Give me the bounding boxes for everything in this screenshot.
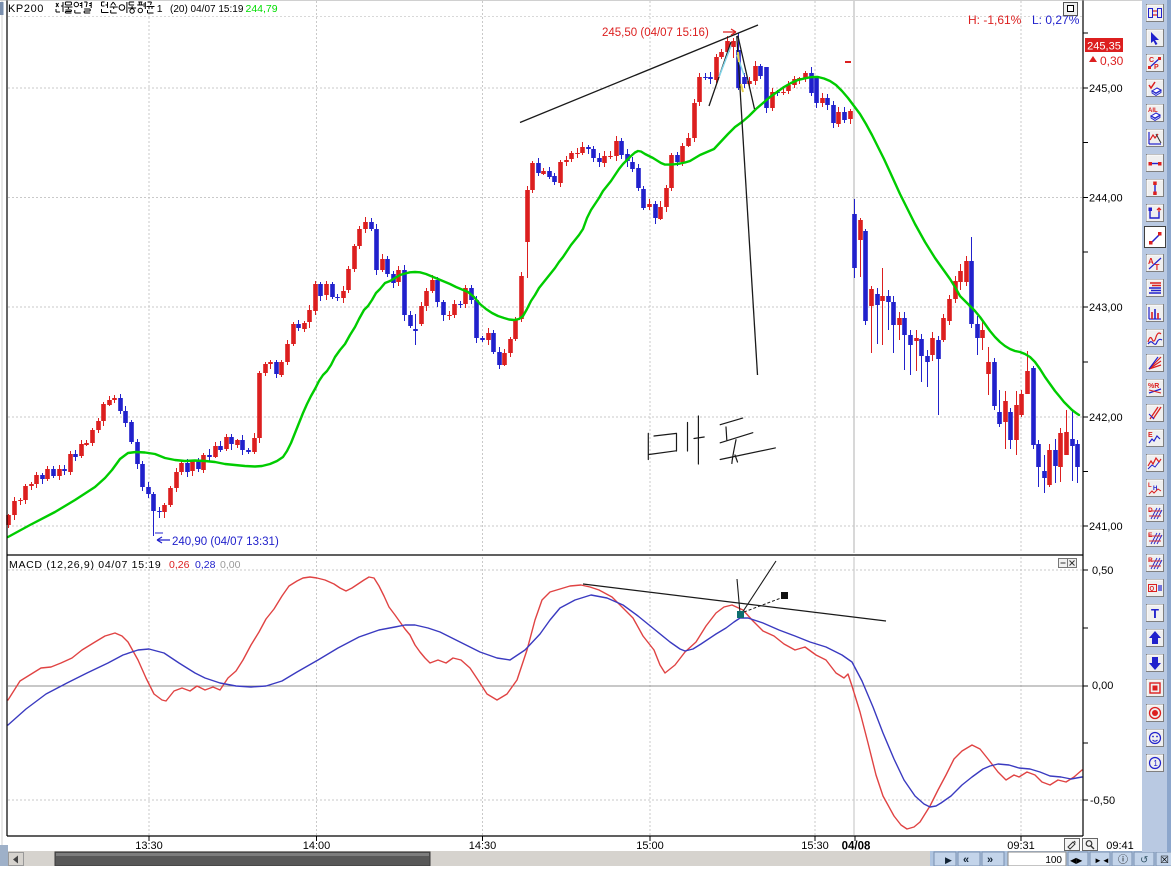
svg-text:L: 0,27%: L: 0,27% bbox=[1032, 13, 1080, 27]
svg-text:243,00: 243,00 bbox=[1089, 302, 1123, 314]
svg-text:MACD (12,26,9) 04/07 15:19: MACD (12,26,9) 04/07 15:19 bbox=[9, 559, 161, 571]
svg-text:T: T bbox=[1155, 263, 1160, 272]
svg-text:»: » bbox=[987, 854, 993, 866]
svg-text:-0,50: -0,50 bbox=[1090, 795, 1115, 807]
svg-text:240,90 (04/07 13:31): 240,90 (04/07 13:31) bbox=[172, 536, 279, 548]
svg-text:244,79: 244,79 bbox=[246, 3, 278, 15]
svg-text:245,00: 245,00 bbox=[1089, 83, 1123, 95]
svg-text:242,00: 242,00 bbox=[1089, 412, 1123, 424]
svg-text:Q: Q bbox=[1150, 587, 1155, 593]
svg-text:L: L bbox=[1148, 483, 1152, 489]
svg-text:A: A bbox=[1148, 257, 1154, 266]
svg-text:◀▶: ◀▶ bbox=[1070, 856, 1083, 865]
svg-text:AIL: AIL bbox=[1148, 108, 1158, 114]
svg-text:0,50: 0,50 bbox=[1092, 565, 1113, 577]
svg-text:T: T bbox=[1151, 606, 1159, 621]
svg-text:KP200: KP200 bbox=[8, 3, 44, 15]
svg-text:0,26: 0,26 bbox=[169, 559, 190, 571]
svg-text:P: P bbox=[1154, 64, 1159, 71]
svg-text:E: E bbox=[1148, 532, 1153, 539]
svg-text:0,30: 0,30 bbox=[1100, 54, 1124, 68]
svg-text:▶: ▶ bbox=[945, 855, 952, 865]
svg-text:(20) 04/07 15:19: (20) 04/07 15:19 bbox=[170, 4, 244, 15]
svg-text:04/08: 04/08 bbox=[842, 841, 871, 853]
svg-text:ⓘ: ⓘ bbox=[1118, 854, 1128, 866]
svg-text:100: 100 bbox=[1045, 855, 1062, 866]
svg-text:14:00: 14:00 bbox=[303, 840, 331, 852]
svg-text:1: 1 bbox=[157, 3, 163, 15]
svg-text:0,00: 0,00 bbox=[220, 559, 241, 571]
svg-text:↺: ↺ bbox=[1140, 855, 1148, 866]
svg-text:09:31: 09:31 bbox=[1007, 840, 1035, 852]
svg-text:0,28: 0,28 bbox=[195, 559, 216, 571]
svg-text:►◄: ►◄ bbox=[1094, 856, 1110, 865]
svg-text:13:30: 13:30 bbox=[135, 840, 163, 852]
svg-text:H: -1,61%: H: -1,61% bbox=[968, 13, 1022, 27]
svg-text:245,50 (04/07 15:16): 245,50 (04/07 15:16) bbox=[602, 27, 709, 39]
svg-text:C: C bbox=[1149, 57, 1154, 64]
svg-text:245,35: 245,35 bbox=[1087, 41, 1121, 53]
svg-text:241,00: 241,00 bbox=[1089, 521, 1123, 533]
svg-text:H: H bbox=[1153, 486, 1157, 492]
svg-text:«: « bbox=[963, 854, 969, 866]
svg-text:09:41: 09:41 bbox=[1106, 840, 1134, 852]
svg-text:☒: ☒ bbox=[1160, 855, 1169, 866]
svg-text:14:30: 14:30 bbox=[469, 840, 497, 852]
svg-text:1: 1 bbox=[1153, 759, 1158, 768]
svg-text:D: D bbox=[1148, 507, 1153, 514]
svg-text:E: E bbox=[1148, 432, 1153, 439]
svg-text:R: R bbox=[1148, 557, 1153, 564]
svg-text:244,00: 244,00 bbox=[1089, 193, 1123, 205]
svg-text:15:30: 15:30 bbox=[801, 840, 829, 852]
svg-text:%R: %R bbox=[1148, 383, 1159, 390]
svg-text:15:00: 15:00 bbox=[636, 840, 664, 852]
svg-text:0,00: 0,00 bbox=[1092, 680, 1113, 692]
